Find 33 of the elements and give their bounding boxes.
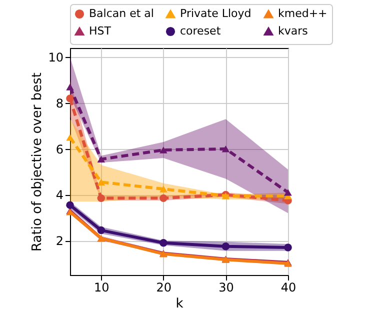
legend-label: kvars	[278, 24, 308, 38]
point	[284, 189, 292, 196]
x-axis-title: k	[176, 296, 184, 312]
x-tick-label: 30	[218, 280, 234, 294]
point	[160, 146, 168, 154]
legend-label: HST	[89, 24, 112, 38]
y-tick-label: 10	[48, 50, 64, 65]
y-tick-label: 6	[56, 142, 64, 156]
y-axis-title: Ratio of objective over best	[30, 72, 46, 252]
point	[66, 201, 74, 209]
point	[160, 239, 168, 247]
point	[160, 186, 168, 192]
point	[222, 242, 230, 250]
point	[222, 146, 230, 152]
x-tick-label: 20	[156, 280, 172, 294]
y-tick-label: 8	[56, 96, 64, 111]
x-tick-label: 40	[280, 280, 296, 294]
legend-label: coreset	[180, 24, 222, 38]
point	[160, 194, 168, 202]
point	[97, 156, 106, 163]
point	[66, 84, 74, 90]
legend-label: kmed++	[278, 7, 328, 20]
point	[97, 226, 106, 234]
point	[66, 94, 74, 102]
point	[97, 178, 106, 186]
legend-label: Private Lloyd	[180, 7, 252, 20]
legend-label: Balcan et al	[89, 6, 154, 20]
x-tick-label: 10	[94, 280, 110, 294]
point	[97, 194, 106, 202]
point	[284, 244, 292, 252]
y-tick-label: 4	[56, 188, 64, 202]
point	[66, 134, 74, 141]
y-tick-label: 2	[56, 234, 64, 248]
